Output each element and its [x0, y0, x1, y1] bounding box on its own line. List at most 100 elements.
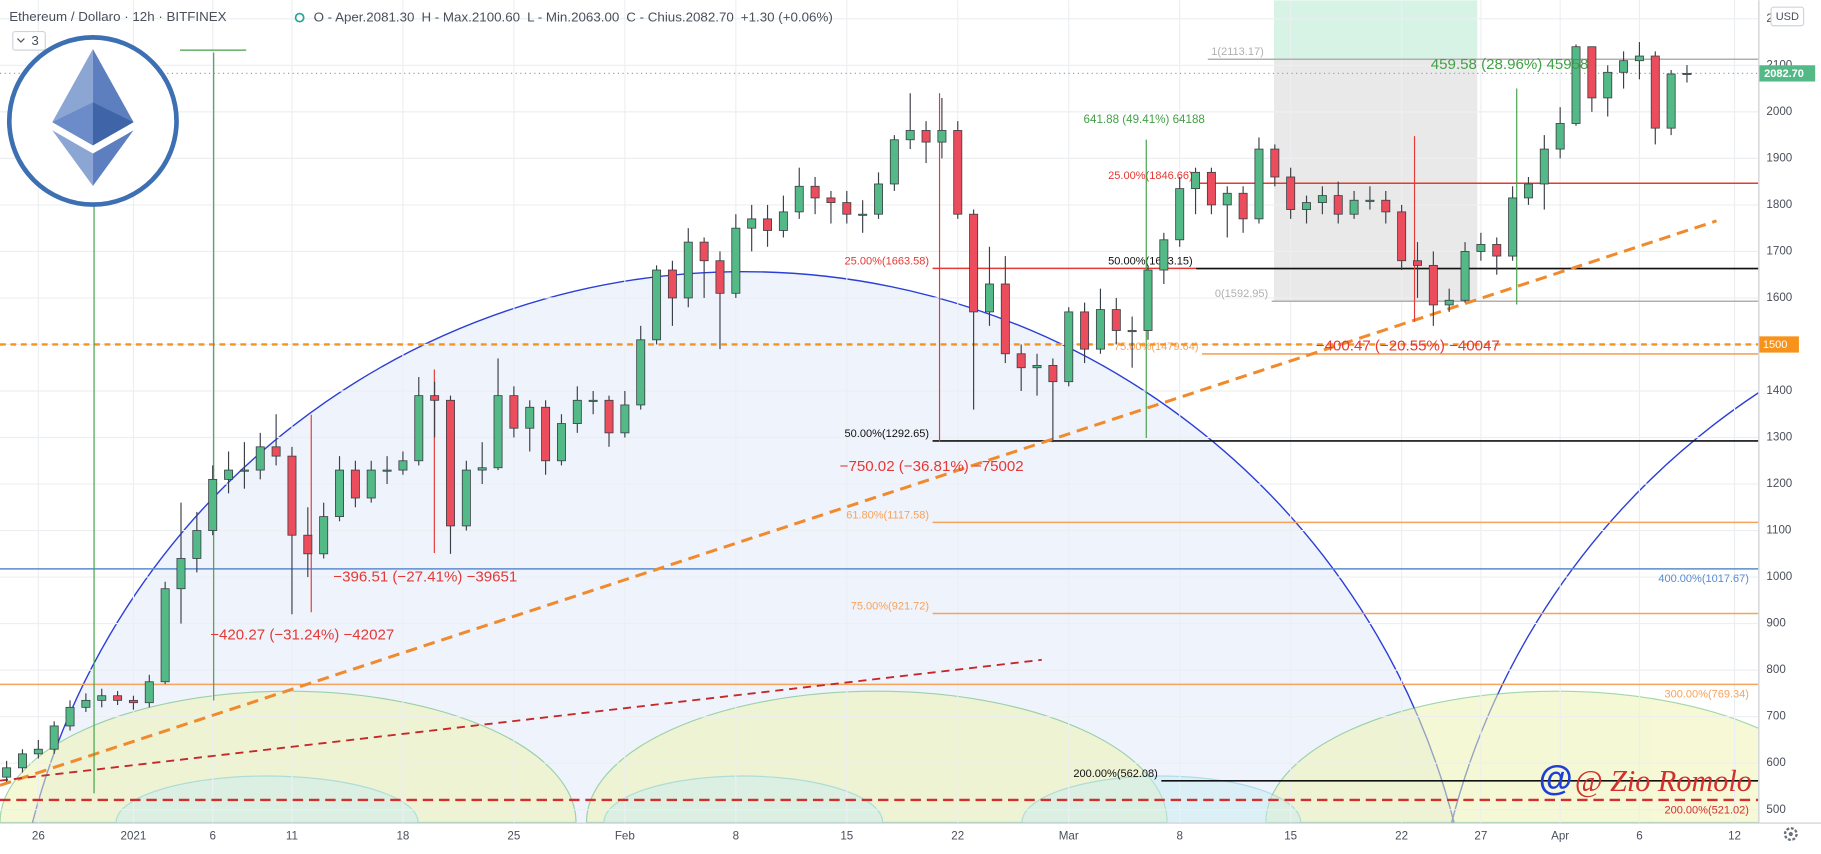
x-tick-label: 8	[1176, 829, 1182, 842]
candle-body	[810, 185, 820, 199]
candle-body	[1302, 202, 1311, 210]
level-label: 300.00%(769.34)	[1664, 689, 1749, 701]
eth-logo	[6, 35, 179, 207]
small-arc	[1265, 690, 1759, 823]
candle-body	[446, 399, 455, 527]
y-tick-label: 1000	[1766, 570, 1792, 583]
indicator-toggle[interactable]	[12, 30, 46, 51]
price-tag	[1759, 336, 1799, 353]
measure-label: −420.27 (−31.24%) −42027	[210, 626, 394, 643]
y-tick-label: 1100	[1766, 524, 1791, 537]
candles	[2, 42, 1692, 782]
candle-body	[525, 406, 535, 429]
candle-body	[699, 241, 709, 262]
candle-body	[113, 695, 123, 701]
y-tick-label: 700	[1766, 710, 1785, 723]
candle-body	[1539, 148, 1549, 185]
candle-body	[1127, 330, 1137, 333]
candle-body	[1238, 192, 1248, 220]
candle-body	[2, 767, 12, 778]
cycle-arc	[31, 270, 1455, 823]
candle-body	[477, 467, 487, 471]
candle-body	[287, 455, 297, 536]
symbol-title: Ethereum / Dollaro · 12h · BITFINEX	[9, 9, 226, 24]
candle-body	[1634, 55, 1644, 62]
signature: @ Zio Romolo	[1575, 764, 1752, 798]
x-tick-label: Feb	[615, 829, 635, 842]
y-tick-label: 500	[1766, 803, 1785, 816]
candle-body	[1444, 299, 1454, 306]
candle-body	[1270, 148, 1280, 178]
candle-body	[382, 469, 392, 472]
candle-body	[747, 218, 757, 229]
x-tick-label: 27	[1474, 829, 1487, 842]
x-tick-label: 12	[1728, 829, 1741, 842]
candle-body	[350, 469, 360, 499]
candle-body	[1175, 188, 1185, 241]
measure-label: 641.88 (49.41%) 64188	[1084, 113, 1205, 126]
open-label: O - Aper.	[314, 9, 367, 24]
candle-body	[1365, 199, 1375, 202]
candle-body	[1032, 364, 1042, 369]
candle-body	[636, 339, 646, 406]
small-arc	[0, 690, 577, 823]
candle-body	[493, 395, 503, 469]
time-axis	[0, 822, 1821, 854]
mini-arc	[603, 775, 884, 823]
candle-body	[1349, 199, 1359, 215]
indicator-count: 3	[31, 33, 38, 48]
change: +1.30 (+0.06%)	[741, 9, 833, 24]
low-label: L - Min.	[527, 9, 571, 24]
candle-body	[1413, 260, 1422, 266]
unit-label: USD	[1776, 11, 1799, 23]
y-tick-label: 1900	[1766, 151, 1792, 164]
open-value: 2081.30	[366, 9, 414, 24]
x-tick-label: 18	[396, 829, 409, 842]
level-label: 1(2113.17)	[1211, 46, 1263, 58]
candle-body	[556, 423, 566, 462]
toggle-arrow	[17, 38, 25, 43]
candle-body	[1143, 269, 1153, 331]
candle-body	[1317, 195, 1327, 203]
candle-body	[1508, 197, 1518, 257]
candle-body	[176, 558, 186, 590]
x-tick-label: 15	[840, 829, 853, 842]
candle-body	[1000, 283, 1010, 355]
candle-body	[303, 534, 313, 555]
cycle-arc	[1451, 392, 1759, 823]
low-value: 2063.00	[571, 9, 619, 24]
unit-button[interactable]	[1770, 6, 1805, 27]
candle-body	[683, 241, 693, 299]
x-tick-label: 22	[951, 829, 964, 842]
y-tick-label: 600	[1766, 756, 1785, 769]
y-tick-label: 1800	[1766, 198, 1792, 211]
measure-label: −396.51 (−27.41%) −39651	[333, 568, 517, 585]
candle-body	[1159, 239, 1169, 271]
candle-body	[667, 269, 677, 299]
level-label: 25.00%(1663.58)	[845, 255, 930, 267]
candle-body	[1571, 46, 1581, 124]
high-value: 2100.60	[472, 9, 520, 24]
candle-body	[192, 530, 202, 559]
settings-icon[interactable]	[1783, 827, 1798, 842]
candle-body	[889, 139, 899, 185]
y-tick-label: 1400	[1766, 384, 1792, 397]
candle-body	[335, 469, 344, 518]
candle-body	[255, 446, 265, 471]
y-tick-label: 800	[1766, 663, 1785, 676]
candle-body	[97, 695, 107, 701]
level-label: 50.00%(1663.15)	[1108, 256, 1193, 268]
high-label: H - Max.	[421, 9, 471, 24]
candle-body	[953, 130, 963, 215]
candle-body	[1523, 183, 1533, 199]
candle-body	[842, 202, 852, 215]
candle-body	[271, 446, 281, 457]
candle-body	[1080, 311, 1090, 350]
level-label: 75.00%(1479.64)	[1114, 341, 1199, 353]
candle-body	[1460, 251, 1470, 301]
candle-body	[826, 197, 836, 203]
candle-body	[1048, 364, 1058, 383]
trend-line	[0, 219, 1717, 787]
close-label: C - Chius.	[626, 9, 685, 24]
candle-body	[1603, 71, 1613, 99]
